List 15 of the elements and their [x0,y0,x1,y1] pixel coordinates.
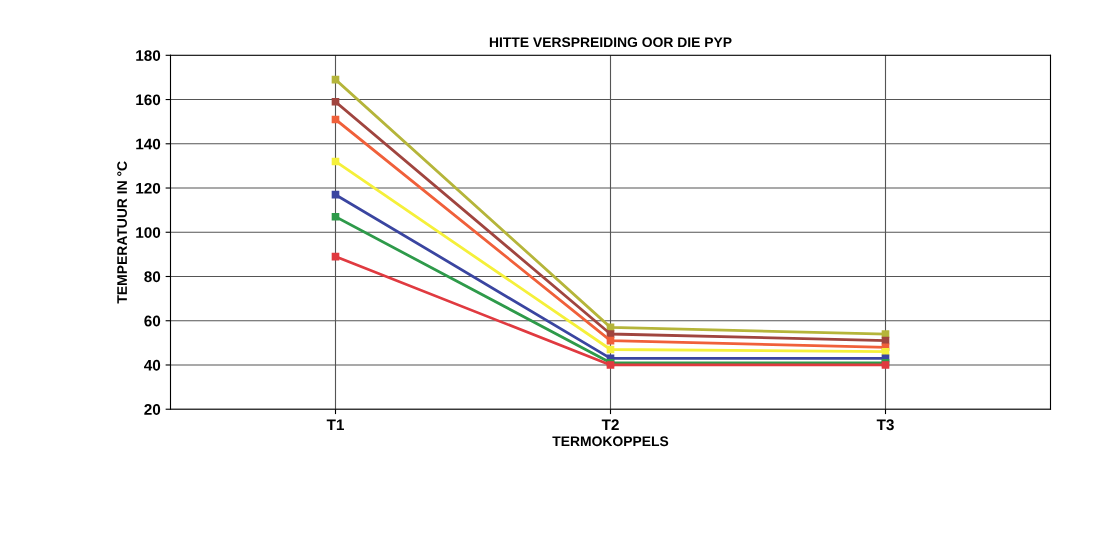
x-axis-title: TERMOKOPPELS [552,436,669,447]
chart-title: HITTE VERSPREIDING OOR DIE PYP [489,37,732,48]
y-tick-label: 20 [144,404,161,415]
x-tick-label: T3 [876,419,894,431]
y-tick-label: 160 [136,94,161,106]
y-tick-label: 140 [136,138,161,150]
y-axis-title: TEMPERATUUR IN °C [117,161,127,304]
x-tick-label: T2 [601,419,619,431]
x-tick-label: T1 [326,419,344,431]
y-tick-label: 40 [144,359,161,371]
y-tick-label: 80 [144,271,161,283]
y-tick-label: 180 [136,50,161,61]
y-tick-label: 100 [136,227,161,238]
y-tick-label: 120 [136,182,161,194]
y-tick-label: 60 [144,315,161,327]
